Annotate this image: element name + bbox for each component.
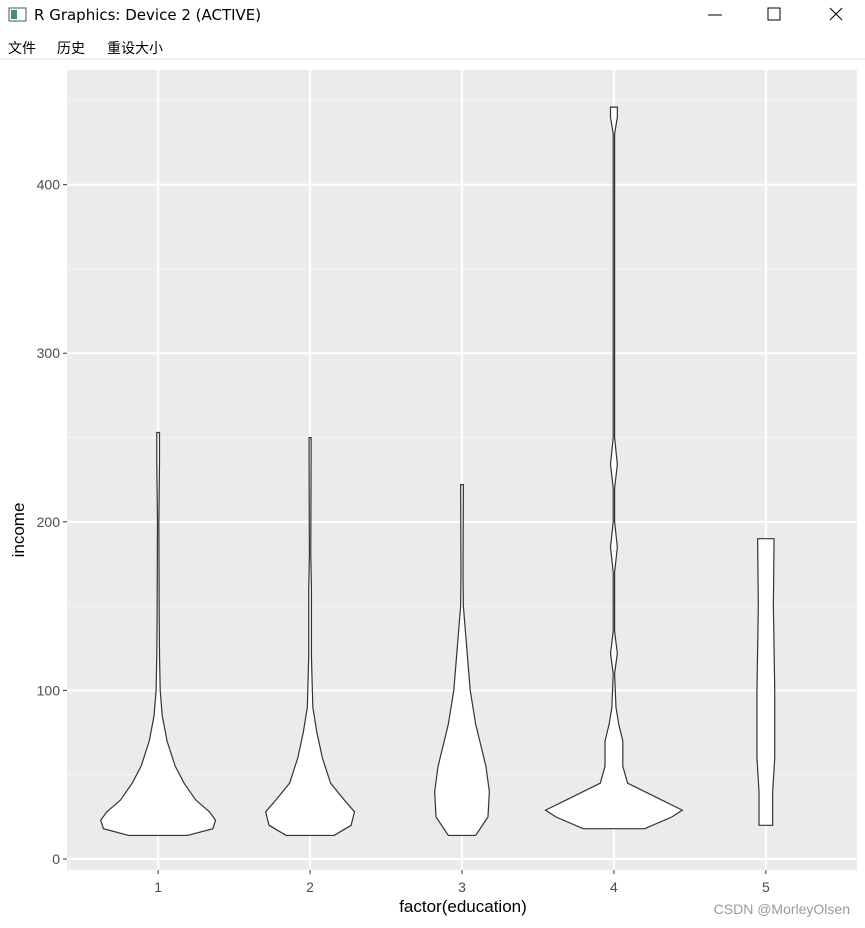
- x-axis-label: factor(education): [399, 897, 527, 916]
- y-axis-label: income: [9, 503, 28, 558]
- maximize[interactable]: [767, 7, 781, 21]
- watermark: CSDN @MorleyOlsen: [714, 901, 850, 917]
- x-tick-label: 3: [458, 879, 466, 895]
- chart: 0 100 200 300 400 1 2 3 4 5 factor(education) inco…: [9, 70, 857, 917]
- window-title: R Graphics: Device 2 (ACTIVE): [34, 6, 262, 24]
- y-tick-label: 400: [37, 177, 61, 193]
- violin: [100, 431, 217, 837]
- violin: [756, 538, 776, 826]
- menu-item[interactable]: 历史: [57, 41, 85, 57]
- x-tick-label: 1: [154, 879, 162, 895]
- violin: [264, 436, 356, 837]
- menu-bar: 文件 历史 重设大小: [0, 34, 865, 60]
- x-tick-label: 4: [610, 879, 618, 895]
- y-tick-label: 300: [37, 345, 61, 361]
- violin: [544, 106, 684, 830]
- y-tick-label: 0: [52, 851, 60, 867]
- x-tick-label: 5: [762, 879, 770, 895]
- menu-item[interactable]: 重设大小: [107, 41, 163, 57]
- app-icon: [8, 7, 27, 22]
- close[interactable]: [829, 7, 843, 21]
- y-tick-label: 200: [37, 514, 61, 530]
- title-bar: R Graphics: Device 2 (ACTIVE): [0, 0, 865, 32]
- window-controls: [708, 7, 843, 21]
- y-tick-label: 100: [37, 682, 61, 698]
- x-tick-label: 2: [306, 879, 314, 895]
- violin: [434, 484, 490, 837]
- menu-item[interactable]: 文件: [8, 41, 36, 57]
